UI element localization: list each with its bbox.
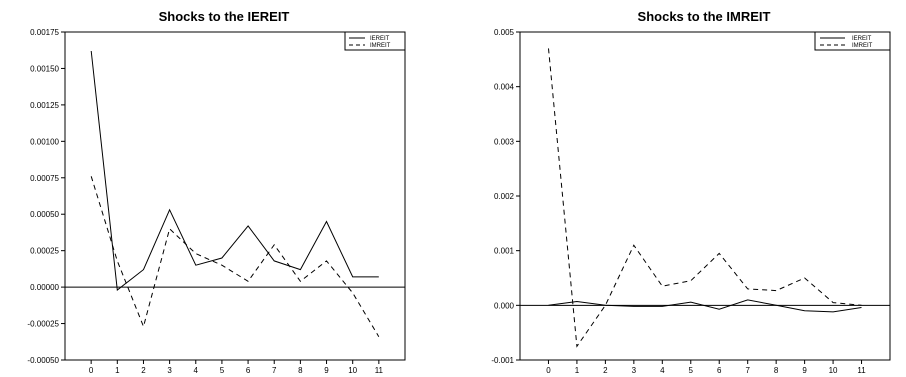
- y-tick-label: 0.001: [494, 247, 515, 256]
- x-tick-label: 8: [774, 366, 779, 375]
- y-tick-label: 0.00075: [30, 174, 59, 183]
- x-tick-label: 7: [272, 366, 277, 375]
- y-tick-label: 0.00050: [30, 210, 59, 219]
- x-tick-label: 9: [324, 366, 329, 375]
- x-tick-label: 6: [717, 366, 722, 375]
- series-group: [90, 50, 380, 337]
- legend: IEREIT IMREIT: [814, 31, 891, 51]
- x-tick-label: 8: [298, 366, 303, 375]
- y-axis: 0.005 0.004 0.003 0.002 0.001 0.000 -0.001: [491, 28, 520, 365]
- x-axis: 0 1 2 3 4 5 6 7 8 9 10 11: [89, 360, 384, 375]
- x-tick-label: 10: [348, 366, 357, 375]
- y-tick-label: -0.001: [491, 356, 514, 365]
- y-tick-label: 0.00000: [30, 283, 59, 292]
- x-tick-label: 3: [632, 366, 637, 375]
- x-tick-label: 5: [220, 366, 225, 375]
- x-tick-label: 2: [141, 366, 146, 375]
- y-axis: 0.00175 0.00150 0.00125 0.00100 0.00075 0.000…: [27, 28, 65, 365]
- x-tick-label: 0: [546, 366, 551, 375]
- x-tick-label: 11: [375, 366, 384, 375]
- y-tick-label: 0.00125: [30, 101, 59, 110]
- legend-label: IMREIT: [852, 43, 873, 49]
- y-tick-label: 0.00150: [30, 64, 59, 73]
- y-tick-label: 0.00025: [30, 247, 59, 256]
- legend-label: IMREIT: [370, 43, 391, 49]
- chart-shocks-to-ieriet: Shocks to the IEREIT 0.001750.001500.001…: [27, 9, 406, 375]
- y-tick-label: 0.005: [494, 28, 515, 37]
- legend-label: IEREIT: [852, 36, 872, 42]
- x-axis: 0 1 2 3 4 5 6 7 8 9 10 11: [546, 360, 866, 375]
- series-line-iereit: [90, 50, 379, 291]
- plot-frame: [519, 31, 891, 361]
- x-tick-label: 7: [745, 366, 750, 375]
- y-tick-label: 0.004: [494, 83, 515, 92]
- x-tick-label: 4: [194, 366, 199, 375]
- y-tick-label: 0.003: [494, 137, 515, 146]
- y-tick-label: 0.002: [494, 192, 515, 201]
- series-line-iereit: [548, 299, 862, 313]
- series-line-imreit: [548, 48, 862, 348]
- y-tick-label: -0.00050: [27, 356, 59, 365]
- series-group: [548, 48, 862, 348]
- series-line-imreit: [90, 176, 380, 337]
- legend-box: [814, 31, 891, 51]
- legend: IEREIT IMREIT: [344, 31, 406, 51]
- chart-title: Shocks to the IMREIT: [638, 9, 771, 24]
- chart-title: Shocks to the IEREIT: [159, 9, 290, 24]
- plot-frame: [64, 31, 406, 361]
- x-tick-label: 2: [603, 366, 608, 375]
- y-tick-label: 0.00175: [30, 28, 59, 37]
- x-tick-label: 1: [115, 366, 120, 375]
- y-tick-label: 0.00100: [30, 137, 59, 146]
- x-tick-label: 1: [575, 366, 580, 375]
- x-tick-label: 11: [857, 366, 866, 375]
- y-tick-label: 0.000: [494, 301, 515, 310]
- chart-shocks-to-imreit: Shocks to the IMREIT 0.0050.0040.0030.00…: [491, 9, 891, 375]
- x-tick-label: 9: [802, 366, 807, 375]
- x-tick-label: 3: [167, 366, 172, 375]
- x-tick-label: 6: [246, 366, 251, 375]
- legend-label: IEREIT: [370, 36, 390, 42]
- y-tick-label: -0.00025: [27, 320, 59, 329]
- x-tick-label: 5: [689, 366, 694, 375]
- x-tick-label: 0: [89, 366, 94, 375]
- x-tick-label: 4: [660, 366, 665, 375]
- x-tick-label: 10: [829, 366, 838, 375]
